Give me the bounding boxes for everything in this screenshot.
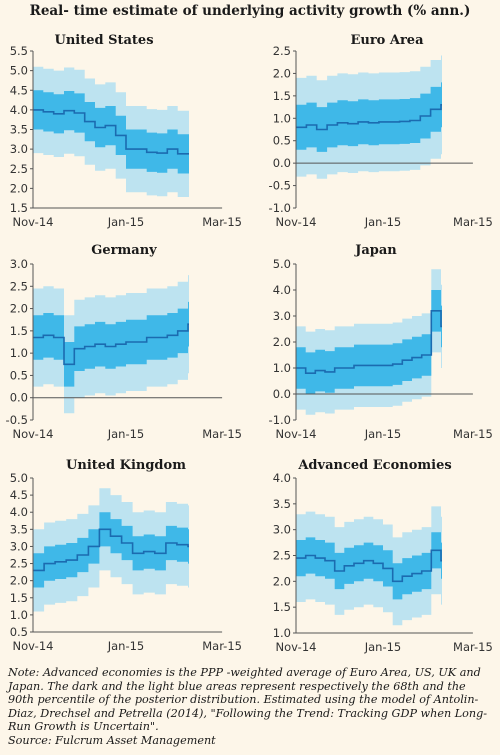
band-68th bbox=[296, 82, 442, 152]
band-68th bbox=[296, 290, 442, 394]
x-tick-label: Mar-15 bbox=[202, 639, 242, 653]
median-line bbox=[33, 109, 189, 155]
footnote-note: Note: Advanced economies is the PPP -wei… bbox=[8, 666, 488, 734]
y-tick-label: 3.5 bbox=[273, 497, 291, 511]
y-tick-label: 2.5 bbox=[10, 557, 28, 571]
x-tick-label: Jan-15 bbox=[107, 215, 145, 229]
median-line bbox=[33, 323, 189, 366]
y-tick-label: 0.0 bbox=[273, 156, 291, 170]
y-tick-label: 0.5 bbox=[273, 134, 291, 148]
x-tick-label: Nov-14 bbox=[13, 215, 54, 229]
y-tick-label: 1.5 bbox=[10, 201, 28, 215]
y-tick-label: 3.0 bbox=[10, 539, 28, 553]
y-tick-label: 2.0 bbox=[273, 66, 291, 80]
x-tick-label: Nov-14 bbox=[276, 427, 317, 441]
panel-advanced-economies: Advanced Economies 1.0 1.5 2.0 2.5 3.0 3.5 4.0 N… bbox=[273, 458, 493, 654]
y-tick-label: 0.5 bbox=[10, 625, 28, 639]
y-tick-label: 2.5 bbox=[273, 44, 291, 58]
y-tick-label: 5.0 bbox=[10, 471, 28, 485]
y-tick-label: 4.0 bbox=[273, 471, 291, 485]
panel-euro-area: Euro Area -1.0 -0.5 0.0 0.5 1.0 1.5 2.0 2.5 Nov-1… bbox=[269, 33, 493, 229]
figure-title: Real- time estimate of underlying activi… bbox=[29, 3, 471, 19]
y-tick-label: 1.5 bbox=[10, 324, 28, 338]
y-tick-label: 1.5 bbox=[10, 591, 28, 605]
x-tick-label: Jan-15 bbox=[107, 639, 145, 653]
y-tick-label: 2.0 bbox=[10, 181, 28, 195]
x-tick-label: Mar-15 bbox=[202, 215, 242, 229]
y-tick-label: -0.5 bbox=[269, 179, 291, 193]
y-tick-label: -1.0 bbox=[269, 201, 291, 215]
y-tick-label: 1.5 bbox=[273, 600, 291, 614]
x-tick-label: Nov-14 bbox=[276, 215, 317, 229]
panel-united-states: United States 1.5 2.0 2.5 3.0 3.5 4.0 4.5 5.0 5.5… bbox=[10, 33, 242, 229]
y-tick-label: 4.5 bbox=[10, 488, 28, 502]
y-tick-label: 2.5 bbox=[10, 279, 28, 293]
y-tick-label: -0.5 bbox=[6, 413, 28, 427]
y-tick-label: 1.5 bbox=[273, 89, 291, 103]
median-line bbox=[296, 104, 442, 131]
y-tick-label: 1.0 bbox=[10, 608, 28, 622]
footnote-source: Source: Fulcrum Asset Management bbox=[8, 733, 216, 747]
x-tick-label: Mar-15 bbox=[453, 215, 493, 229]
charts-grid: United States 1.5 2.0 2.5 3.0 3.5 4.0 4.5 5.0 5.5… bbox=[6, 33, 493, 654]
x-tick-label: Nov-14 bbox=[276, 640, 317, 654]
x-tick-label: Jan-15 bbox=[364, 215, 402, 229]
panel-title: Euro Area bbox=[350, 33, 424, 48]
band-68th bbox=[296, 532, 442, 600]
y-tick-label: 4.0 bbox=[10, 505, 28, 519]
panel-title: Japan bbox=[354, 243, 397, 258]
y-tick-label: 1.0 bbox=[273, 361, 291, 375]
y-tick-label: 2.0 bbox=[10, 302, 28, 316]
x-tick-label: Mar-15 bbox=[453, 640, 493, 654]
panel-germany: Germany -0.5 0.0 0.5 1.0 1.5 2.0 2.5 3.0 Nov-14 Ja… bbox=[6, 243, 242, 441]
y-tick-label: 3.0 bbox=[10, 142, 28, 156]
panel-title: United States bbox=[54, 33, 153, 48]
band-68th bbox=[33, 301, 189, 387]
y-tick-label: -1.0 bbox=[269, 413, 291, 427]
y-tick-label: 1.0 bbox=[273, 626, 291, 640]
footnote: Note: Advanced economies is the PPP -wei… bbox=[8, 666, 494, 748]
y-tick-label: 5.5 bbox=[10, 44, 28, 58]
y-tick-label: 2.5 bbox=[10, 162, 28, 176]
median-line bbox=[33, 528, 189, 572]
x-tick-label: Mar-15 bbox=[202, 427, 242, 441]
band-68th bbox=[33, 512, 189, 588]
y-tick-label: 4.5 bbox=[10, 83, 28, 97]
y-tick-label: 2.5 bbox=[273, 549, 291, 563]
y-tick-label: 0.5 bbox=[10, 368, 28, 382]
y-tick-label: 1.0 bbox=[273, 111, 291, 125]
y-tick-label: 4.0 bbox=[273, 283, 291, 297]
median-line bbox=[296, 310, 442, 374]
x-tick-label: Jan-15 bbox=[364, 427, 402, 441]
y-tick-label: 3.5 bbox=[10, 123, 28, 137]
y-tick-label: 3.0 bbox=[10, 257, 28, 271]
y-tick-label: 2.0 bbox=[10, 574, 28, 588]
panel-title: United Kingdom bbox=[66, 458, 186, 473]
y-tick-label: 0.0 bbox=[273, 387, 291, 401]
y-tick-label: 3.0 bbox=[273, 309, 291, 323]
y-tick-label: 2.0 bbox=[273, 574, 291, 588]
x-tick-label: Jan-15 bbox=[107, 427, 145, 441]
x-tick-label: Mar-15 bbox=[453, 427, 493, 441]
y-tick-label: 2.0 bbox=[273, 335, 291, 349]
y-tick-label: 0.0 bbox=[10, 391, 28, 405]
y-tick-label: 5.0 bbox=[273, 257, 291, 271]
x-tick-label: Nov-14 bbox=[13, 427, 54, 441]
x-tick-label: Jan-15 bbox=[364, 640, 402, 654]
x-tick-label: Nov-14 bbox=[13, 639, 54, 653]
y-tick-label: 5.0 bbox=[10, 64, 28, 78]
y-tick-label: 3.5 bbox=[10, 522, 28, 536]
y-tick-label: 4.0 bbox=[10, 103, 28, 117]
median-line bbox=[296, 549, 442, 583]
panel-title: Advanced Economies bbox=[297, 458, 451, 473]
panel-title: Germany bbox=[91, 243, 157, 258]
y-tick-label: 1.0 bbox=[10, 346, 28, 360]
panel-japan: Japan -1.0 0.0 1.0 2.0 3.0 4.0 5.0 Nov-14 Jan-15 M… bbox=[269, 243, 493, 441]
y-tick-label: 3.0 bbox=[273, 523, 291, 537]
panel-united-kingdom: United Kingdom 0.5 1.0 1.5 2.0 2.5 3.0 3.5 4.0 4.… bbox=[10, 458, 242, 653]
